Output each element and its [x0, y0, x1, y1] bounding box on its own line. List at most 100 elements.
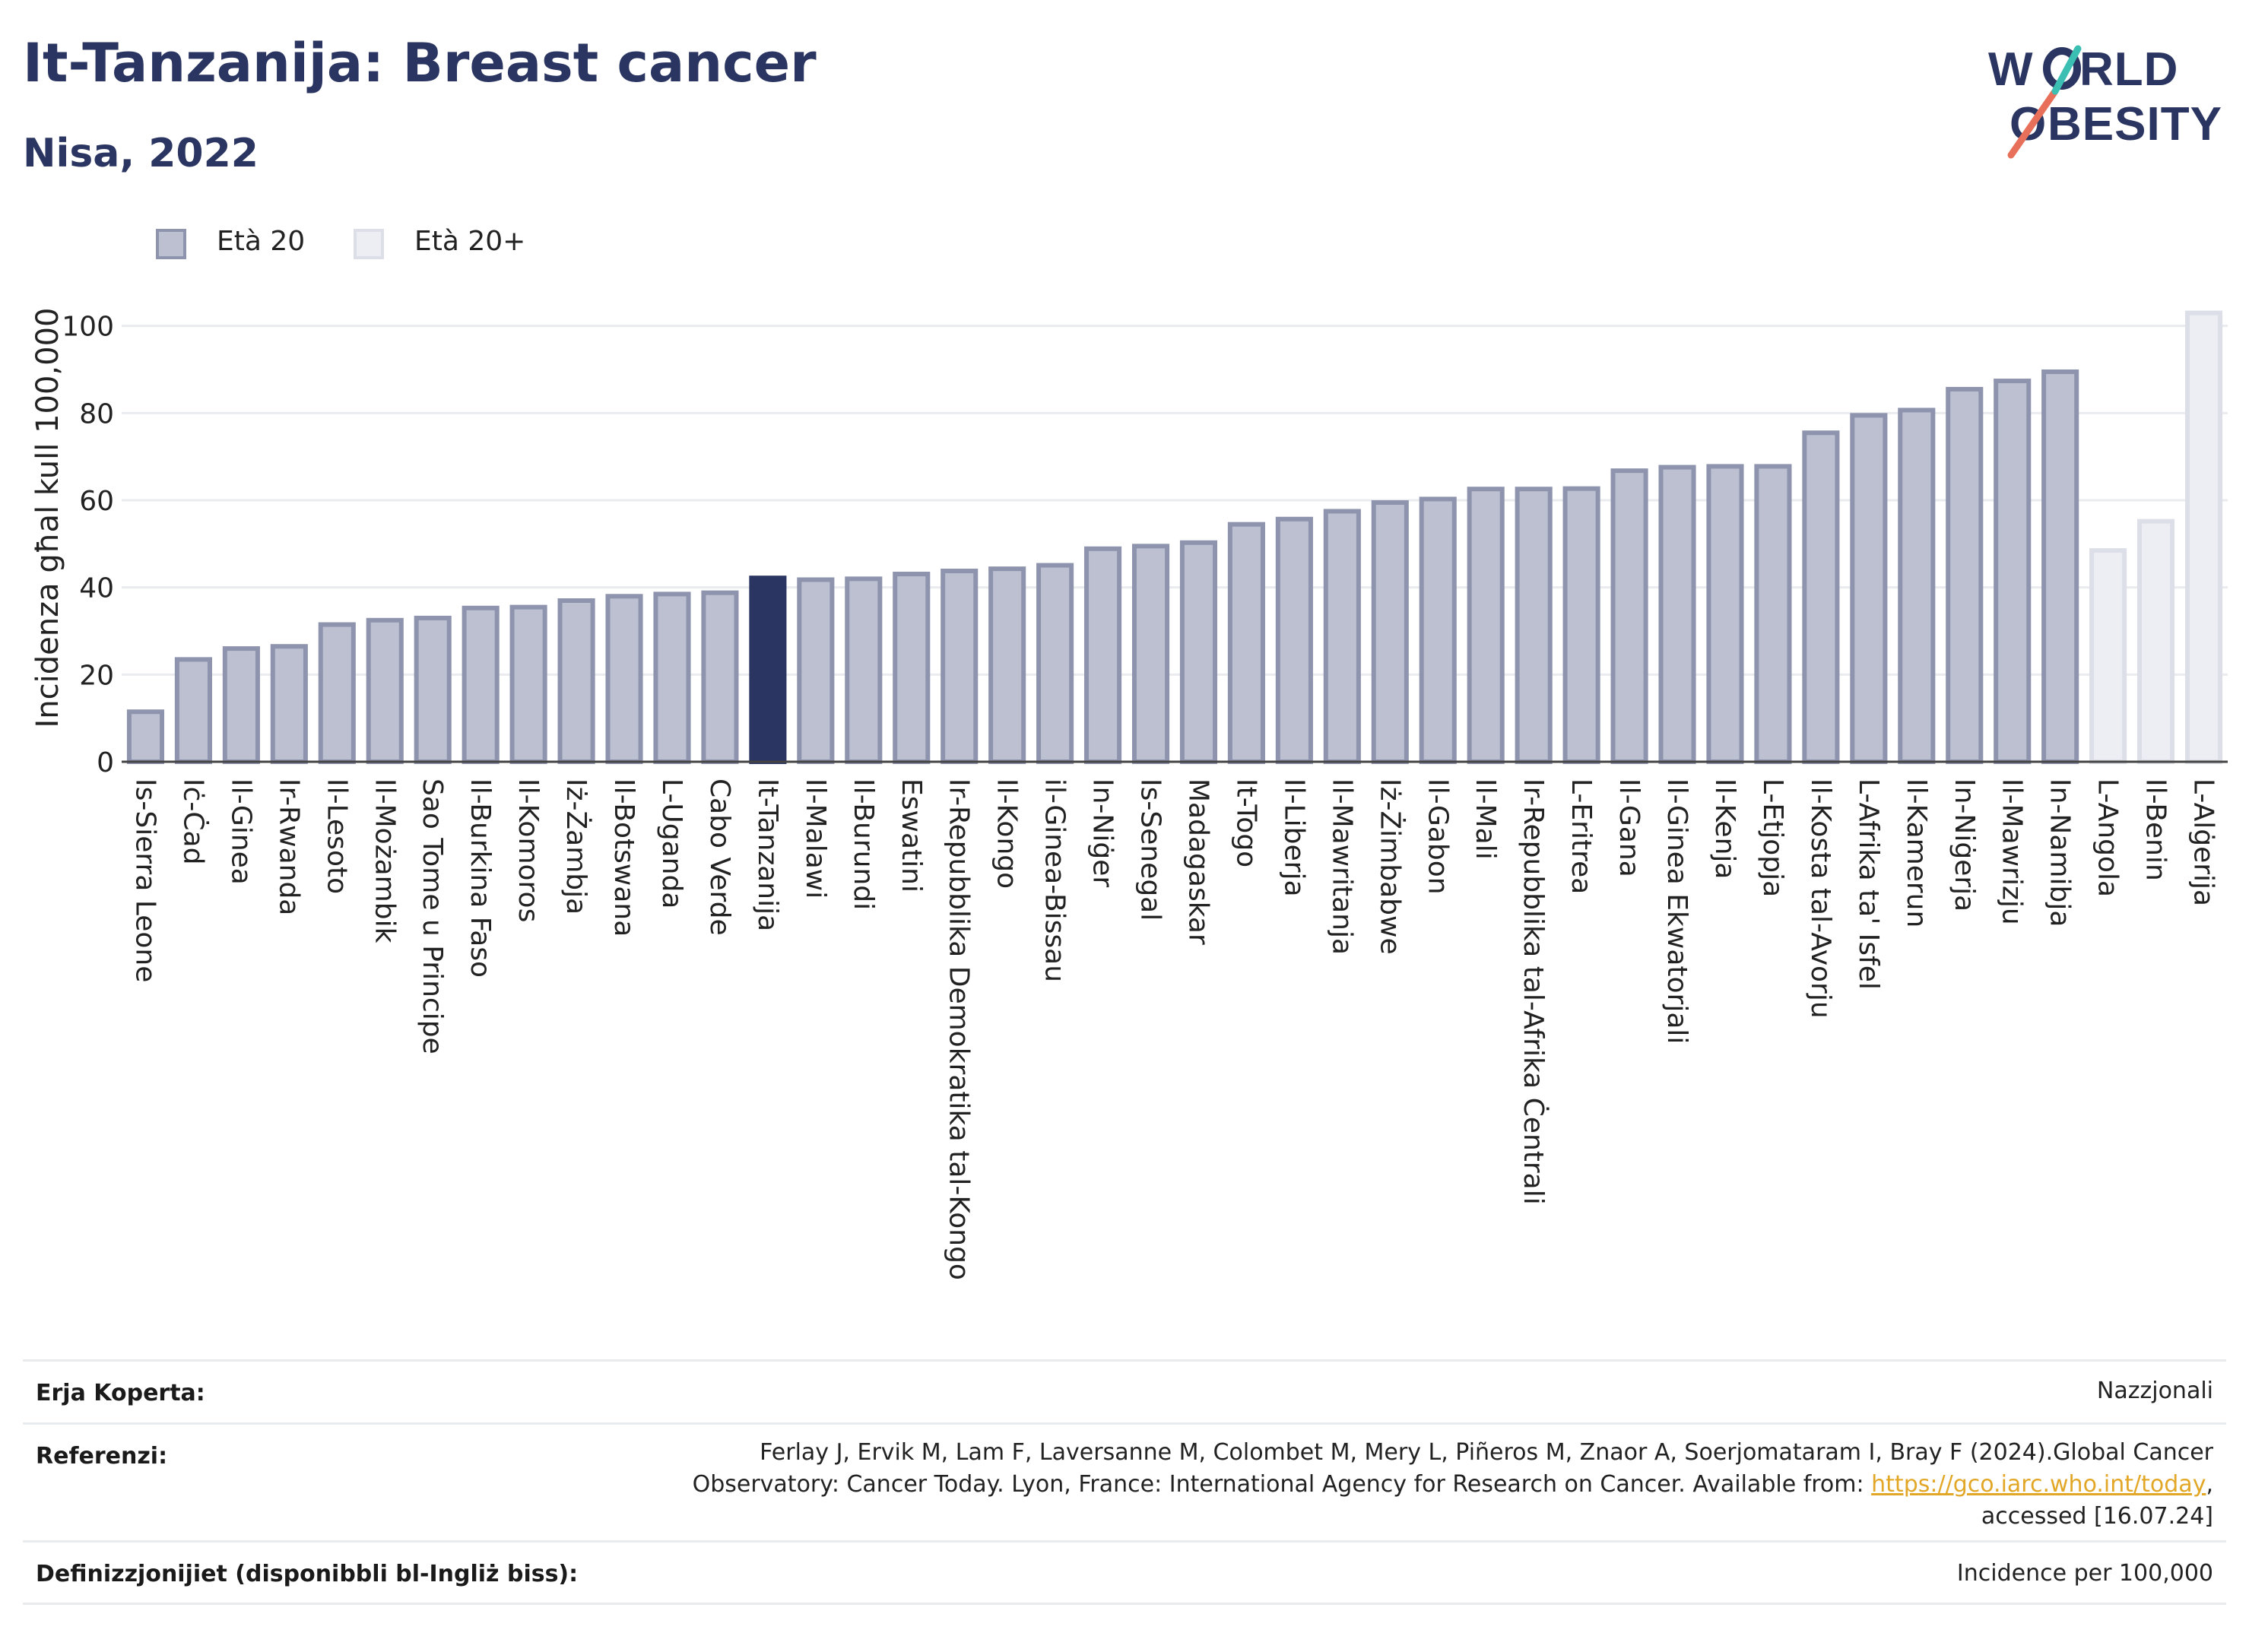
x-tick-label: Il-Ginea Ekwatorjali [1661, 778, 1692, 1044]
x-tick-label: Il-Botswana [608, 778, 639, 937]
x-tick-label: Il-Kamerun [1901, 778, 1932, 927]
x-tick-label: Il-Burkina Faso [465, 778, 496, 978]
references-line-2: Observatory: Cancer Today. Lyon, France:… [692, 1471, 2213, 1498]
references-link[interactable]: https://gco.iarc.who.int/today [1871, 1471, 2206, 1498]
x-tick-label: L-Alġerija [2188, 778, 2219, 906]
bar-age-20 [941, 569, 979, 764]
y-tick-label: 60 [79, 486, 114, 517]
bar-age-20 [1658, 465, 1696, 764]
bar-age-20 [845, 576, 883, 765]
bar-age-20 [1179, 540, 1218, 764]
bar-age-20 [366, 617, 404, 764]
x-tick-label: Il-Kongo [991, 778, 1023, 889]
y-tick-label: 100 [62, 312, 114, 343]
bar-age-20 [462, 605, 500, 764]
bar-age-20 [797, 577, 835, 765]
bar-age-20 [2041, 369, 2079, 764]
x-tick-label: In-Niġer [1087, 778, 1118, 887]
x-tick-label: L-Uganda [656, 778, 687, 908]
bar-age-20 [1706, 464, 1744, 764]
bar-age-20 [174, 657, 212, 764]
bar-age-20 [1610, 468, 1648, 764]
bar-age-20 [1754, 464, 1792, 764]
bar-age-20-plus [2137, 518, 2175, 764]
x-tick-label: Il-Malawi [800, 778, 831, 899]
info-row-references: Referenzi: Ferlay J, Ervik M, Lam F, Lav… [23, 1422, 2226, 1540]
bar-age-20 [701, 590, 739, 764]
bar-age-20 [1562, 486, 1600, 765]
x-tick-label: Il-Kosta tal-Avorju [1805, 778, 1836, 1019]
coverage-label: Erja Koperta: [36, 1380, 205, 1406]
x-tick-label: L-Afrika ta' Isfel [1853, 778, 1884, 990]
bar-age-20 [1946, 386, 1984, 765]
x-tick-label: Iż-Żimbabwe [1374, 778, 1406, 955]
x-tick-label: Il-Gana [1613, 778, 1645, 877]
bar-age-20 [270, 644, 308, 765]
bar-age-20 [1802, 430, 1840, 764]
coverage-value: Nazzjonali [2096, 1378, 2213, 1404]
x-tick-label: L-Eritrea [1565, 778, 1597, 894]
bar-age-20 [1419, 496, 1457, 764]
x-tick-label: Il-Możambik [369, 778, 400, 943]
bar-age-20 [1275, 516, 1313, 764]
x-tick-label: In-Namibja [2044, 778, 2076, 927]
x-tick-label: Ir-Repubblika Demokratika tal-Kongo [944, 778, 975, 1280]
y-tick-label: 20 [79, 660, 114, 691]
x-tick-label: Eswatini [896, 778, 927, 893]
x-tick-label: Il-Ginea [225, 778, 256, 885]
definitions-value: Incidence per 100,000 [1956, 1560, 2213, 1587]
bar-age-20 [1467, 487, 1505, 765]
bar-age-20 [1371, 500, 1409, 764]
references-line-3: accessed [16.07.24] [1981, 1503, 2213, 1530]
bar-age-20 [1323, 509, 1361, 764]
x-tick-label: Iċ-Ċad [177, 778, 209, 864]
bar-highlight [749, 576, 787, 765]
x-tick-label: Cabo Verde [704, 778, 735, 936]
bar-age-20 [605, 594, 643, 764]
svg-text:O: O [2010, 98, 2047, 151]
x-tick-label: Madagaskar [1182, 778, 1213, 945]
bar-age-20 [126, 709, 165, 765]
x-tick-label: Il-Benin [2140, 778, 2171, 881]
x-tick-label: Il-Kenja [1709, 778, 1740, 879]
world-obesity-logo: W RLD O BESITY [1988, 43, 2222, 159]
x-tick-label: il-Ginea-Bissau [1039, 778, 1071, 982]
legend-swatch-age-20-plus [354, 229, 384, 259]
definitions-label: Definizzjonijiet (disponibbli bl-Ingliż … [36, 1561, 579, 1587]
x-tick-label: Il-Mali [1470, 778, 1501, 860]
x-tick-label: Iż-Żambja [560, 778, 592, 915]
page-title: It-Tanzanija: Breast cancer [23, 32, 817, 94]
bar-age-20-plus [2089, 548, 2127, 764]
x-tick-label: Il-Mawrizju [1997, 778, 2028, 925]
bar-age-20 [1898, 407, 1936, 764]
svg-text:BESITY: BESITY [2048, 98, 2222, 151]
x-tick-label: L-Angola [2092, 778, 2124, 897]
y-axis-label: Incidenza għal kull 100,000 [30, 308, 65, 728]
legend-swatch-age-20 [156, 229, 186, 259]
svg-text:RLD: RLD [2079, 43, 2178, 96]
legend-label-age-20-plus: Età 20+ [414, 226, 526, 257]
x-tick-label: Is-Senegal [1135, 778, 1166, 921]
references-label: Referenzi: [36, 1443, 168, 1470]
x-tick-label: Il-Lesoto [321, 778, 352, 894]
bar-age-20 [414, 615, 452, 764]
x-tick-label: Ir-Rwanda [273, 778, 304, 915]
x-tick-label: It-Togo [1230, 778, 1261, 867]
bar-age-20 [653, 591, 691, 764]
legend-label-age-20: Età 20 [217, 226, 306, 257]
references-line-1: Ferlay J, Ervik M, Lam F, Laversanne M, … [760, 1439, 2213, 1466]
x-tick-label: Il-Burundi [848, 778, 879, 910]
bar-age-20 [1084, 546, 1122, 764]
x-tick-label: Ir-Repubblika tal-Afrika Ċentrali [1518, 778, 1550, 1205]
bar-age-20 [509, 604, 547, 764]
bar-age-20 [893, 572, 931, 764]
references-value: Ferlay J, Ervik M, Lam F, Laversanne M, … [693, 1437, 2213, 1533]
x-tick-label: L-Etjopja [1757, 778, 1788, 897]
x-tick-label: Il-Komoros [512, 778, 544, 922]
y-tick-label: 0 [97, 747, 114, 778]
bar-age-20 [1994, 379, 2032, 764]
bar-age-20 [1850, 413, 1888, 764]
x-tick-label: In-Niġerja [1949, 778, 1980, 912]
svg-text:W: W [1988, 43, 2034, 96]
